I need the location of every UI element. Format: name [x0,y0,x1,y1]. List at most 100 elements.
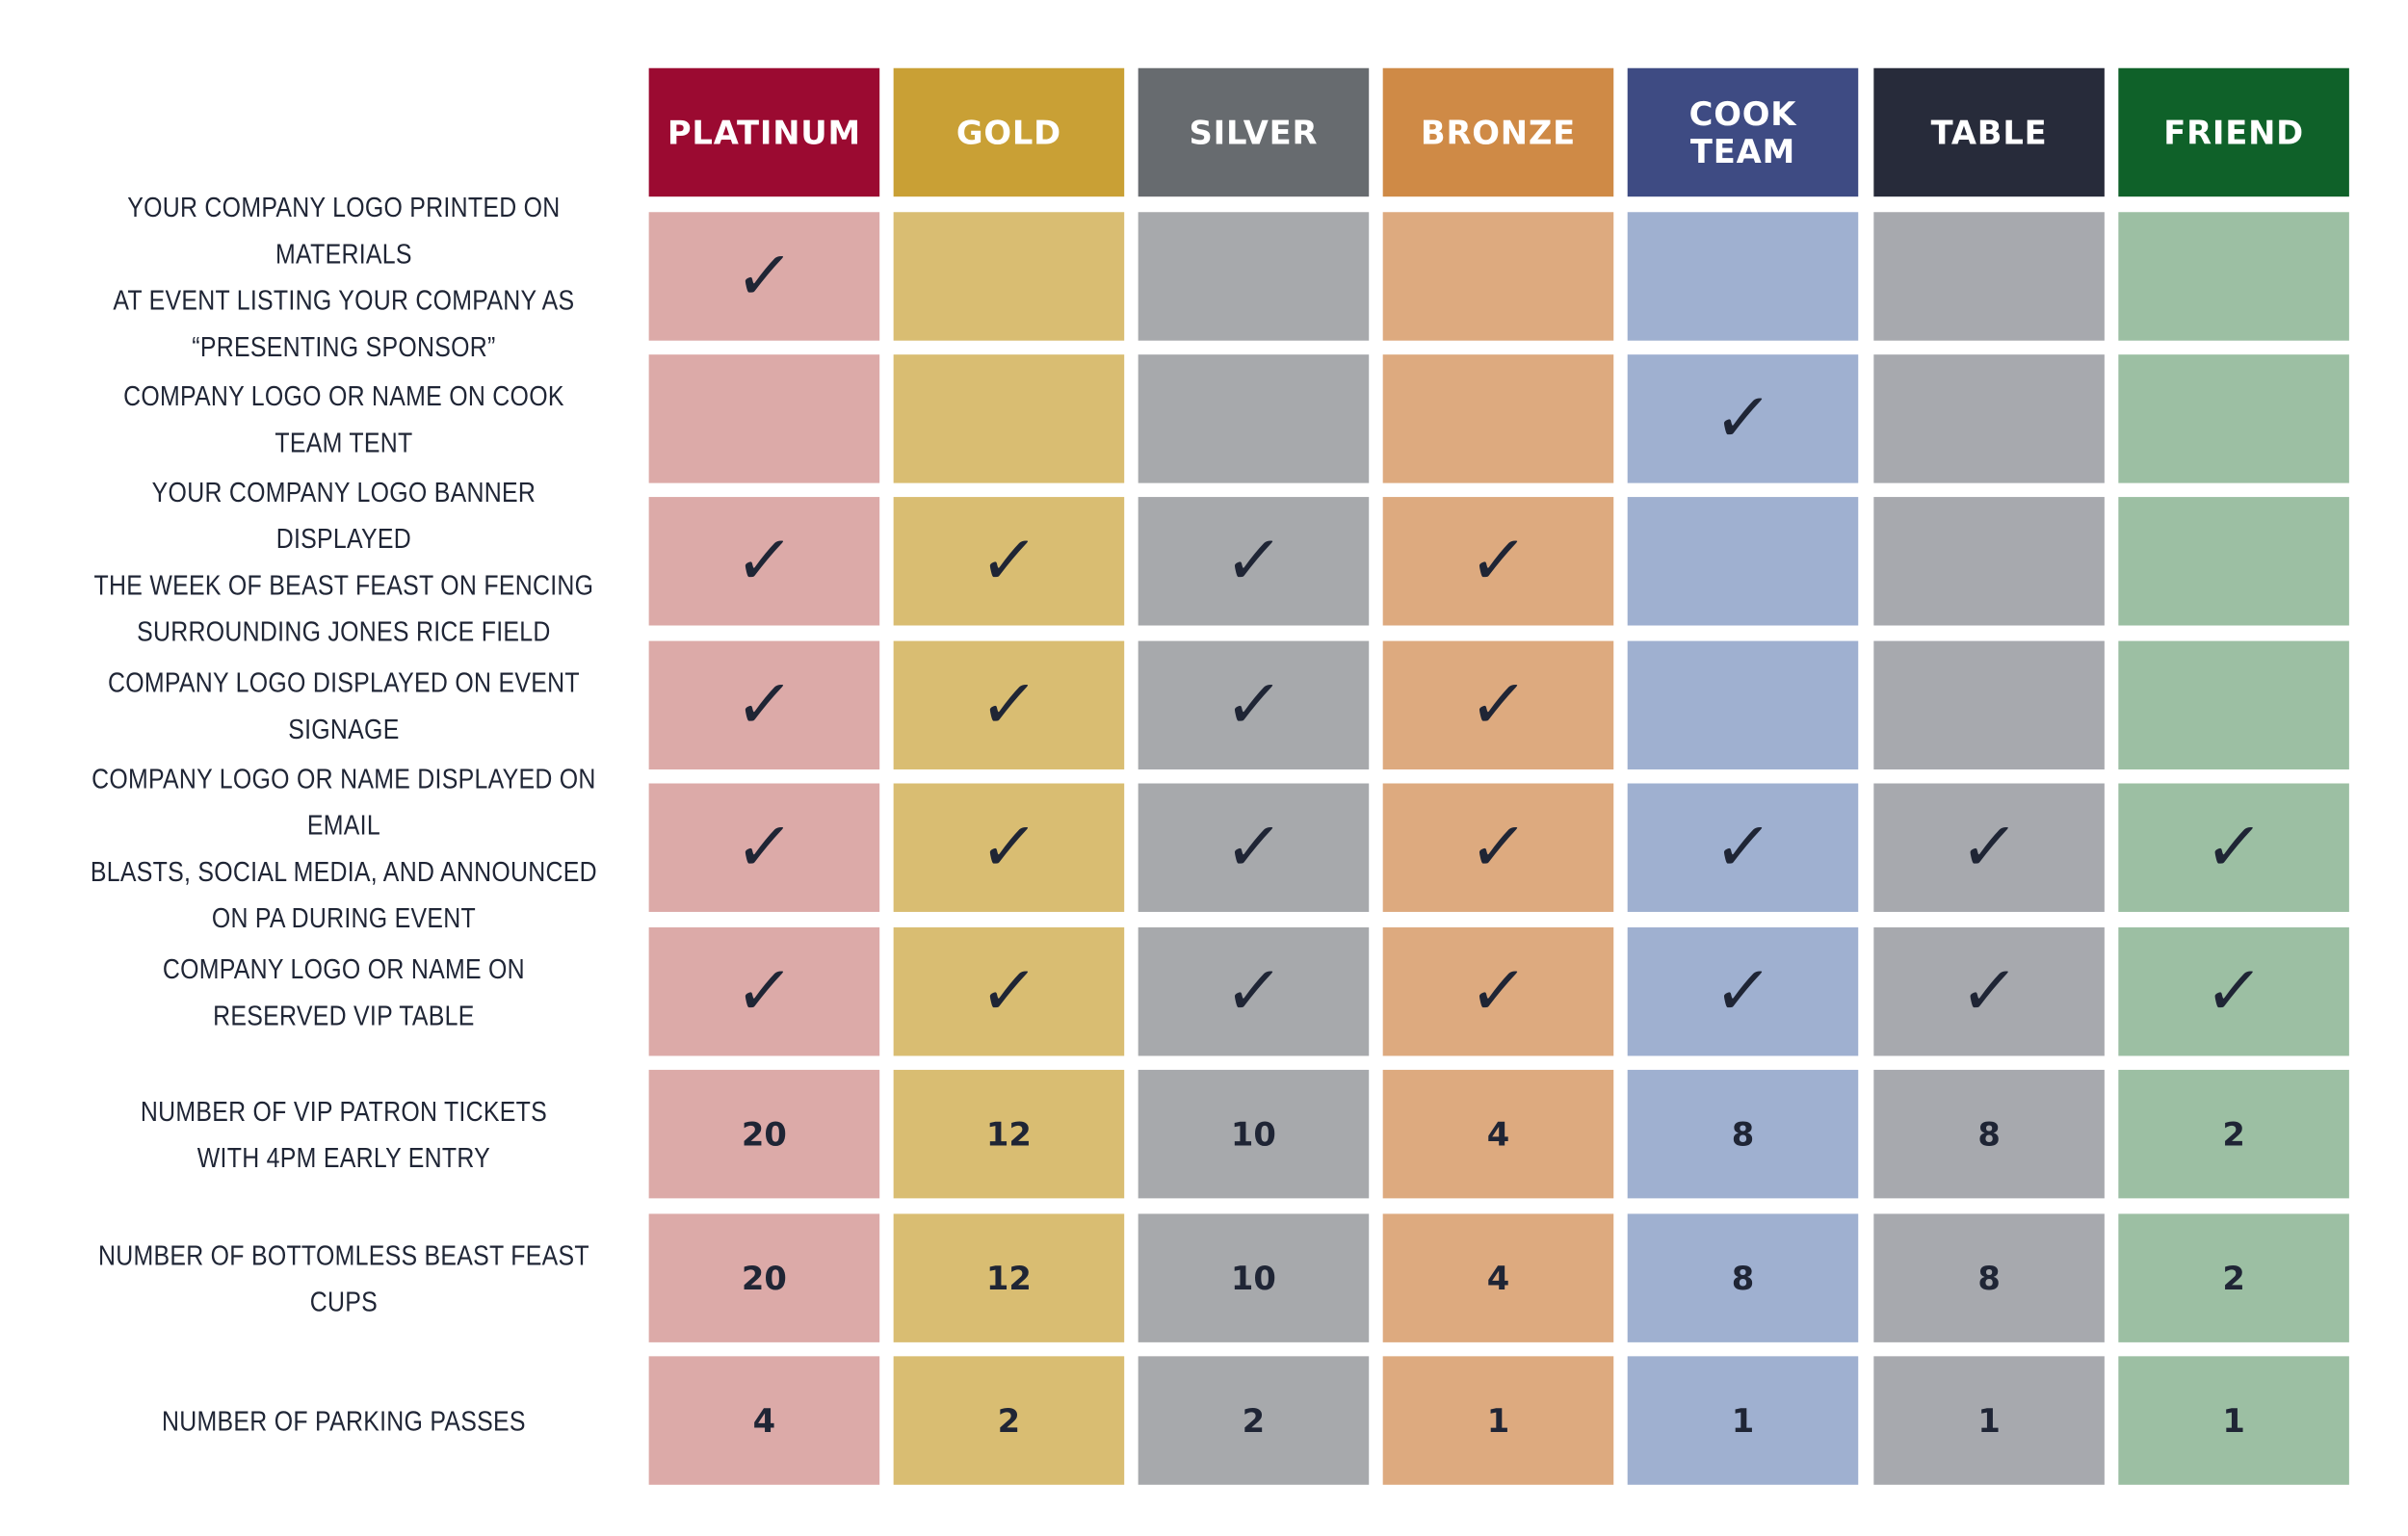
cell-bronze: ✓ [1382,783,1614,912]
benefit-count: 20 [741,1115,787,1153]
benefit-label: NUMBER OF VIP PATRON TICKETS WITH 4PM EA… [140,1095,547,1173]
cell-bronze: ✓ [1382,927,1614,1056]
cell-silver [1138,212,1370,341]
benefit-count: 8 [1977,1115,2001,1153]
benefit-count: 8 [1731,1259,1755,1297]
cell-silver: 2 [1138,1356,1370,1485]
cell-bronze [1382,354,1614,483]
checkmark-icon: ✓ [1710,807,1776,887]
cell-cook-team [1627,497,1859,626]
benefit-count: 4 [1486,1115,1510,1153]
cell-bronze: ✓ [1382,640,1614,770]
cell-platinum: ✓ [648,927,880,1056]
tier-header-friend: FRIEND [2118,67,2349,197]
checkmark-icon: ✓ [976,950,1042,1030]
checkmark-icon: ✓ [976,520,1042,600]
cell-platinum: 20 [648,1069,880,1199]
cell-gold: 12 [893,1069,1125,1199]
cell-platinum: ✓ [648,497,880,626]
benefit-count: 8 [1731,1115,1755,1153]
checkmark-icon: ✓ [2201,950,2267,1030]
benefit-label: YOUR COMPANY LOGO BANNER DISPLAYED THE W… [93,476,594,647]
benefit-count: 1 [2222,1401,2245,1440]
cell-cook-team: ✓ [1627,354,1859,483]
cell-gold: ✓ [893,640,1125,770]
benefit-count: 12 [985,1115,1032,1153]
checkmark-icon: ✓ [1956,950,2023,1030]
benefit-count: 2 [997,1401,1021,1440]
cell-bronze [1382,212,1614,341]
benefit-row-bottomless-cups: NUMBER OF BOTTOMLESS BEAST FEAST CUPS 20 1… [0,1213,2408,1342]
checkmark-icon: ✓ [1465,520,1531,600]
benefit-label: NUMBER OF PARKING PASSES [162,1404,526,1437]
cell-bronze: 4 [1382,1213,1614,1342]
benefit-row-cook-team-tent: COMPANY LOGO OR NAME ON COOK TEAM TENT ✓ [0,354,2408,483]
cell-cook-team [1627,640,1859,770]
checkmark-icon: ✓ [1465,950,1531,1030]
cell-gold: ✓ [893,783,1125,912]
cell-gold: ✓ [893,497,1125,626]
cell-friend [2118,640,2349,770]
benefit-count: 20 [741,1259,787,1297]
checkmark-icon: ✓ [976,664,1042,744]
checkmark-icon: ✓ [731,950,798,1030]
cell-cook-team: ✓ [1627,927,1859,1056]
cell-silver: 10 [1138,1069,1370,1199]
benefit-row-email-social-pa: COMPANY LOGO OR NAME DISPLAYED ON EMAIL … [0,763,2408,933]
checkmark-icon: ✓ [1710,378,1776,458]
cell-silver: ✓ [1138,783,1370,912]
benefit-count: 2 [2222,1259,2245,1297]
cell-gold [893,354,1125,483]
cell-table: 1 [1873,1356,2105,1485]
cell-gold: 12 [893,1213,1125,1342]
cell-cook-team: 8 [1627,1213,1859,1342]
benefit-label: COMPANY LOGO DISPLAYED ON EVENT SIGNAGE [107,666,580,744]
cell-table [1873,640,2105,770]
checkmark-icon: ✓ [731,236,798,316]
tier-header-table: TABLE [1873,67,2105,197]
checkmark-icon: ✓ [1220,664,1287,744]
cell-platinum: ✓ [648,640,880,770]
benefit-row-parking-passes: NUMBER OF PARKING PASSES 4 2 2 1 1 1 1 [0,1356,2408,1485]
cell-table: ✓ [1873,783,2105,912]
benefit-count: 4 [752,1401,776,1440]
cell-silver: ✓ [1138,497,1370,626]
tier-header-bronze: BRONZE [1382,67,1614,197]
benefit-count: 10 [1230,1115,1276,1153]
cell-platinum: 20 [648,1213,880,1342]
checkmark-icon: ✓ [1220,807,1287,887]
cell-platinum: 4 [648,1356,880,1485]
cell-silver [1138,354,1370,483]
cell-friend: 1 [2118,1356,2349,1485]
checkmark-icon: ✓ [1465,807,1531,887]
cell-platinum: ✓ [648,212,880,341]
tier-header-gold: GOLD [893,67,1125,197]
tier-header-row: PLATINUM GOLD SILVER BRONZE COOK TEAM TABLE FR… [0,67,2408,197]
cell-friend [2118,354,2349,483]
checkmark-icon: ✓ [976,807,1042,887]
cell-friend: 2 [2118,1213,2349,1342]
cell-platinum [648,354,880,483]
benefit-count: 4 [1486,1259,1510,1297]
benefit-count: 8 [1977,1259,2001,1297]
benefit-row-event-signage: COMPANY LOGO DISPLAYED ON EVENT SIGNAGE ✓… [0,640,2408,770]
cell-table [1873,354,2105,483]
cell-cook-team [1627,212,1859,341]
cell-table: 8 [1873,1069,2105,1199]
cell-cook-team: 1 [1627,1356,1859,1485]
checkmark-icon: ✓ [731,664,798,744]
cell-bronze: 1 [1382,1356,1614,1485]
benefit-row-vip-table: COMPANY LOGO OR NAME ON RESERVED VIP TAB… [0,927,2408,1056]
cell-table [1873,497,2105,626]
cell-friend: 2 [2118,1069,2349,1199]
cell-friend [2118,497,2349,626]
cell-silver: ✓ [1138,640,1370,770]
cell-silver: ✓ [1138,927,1370,1056]
benefit-label: COMPANY LOGO OR NAME ON RESERVED VIP TAB… [162,952,525,1030]
cell-bronze: 4 [1382,1069,1614,1199]
checkmark-icon: ✓ [1465,664,1531,744]
benefit-count: 10 [1230,1259,1276,1297]
benefit-row-vip-tickets: NUMBER OF VIP PATRON TICKETS WITH 4PM EA… [0,1069,2408,1199]
cell-friend [2118,212,2349,341]
